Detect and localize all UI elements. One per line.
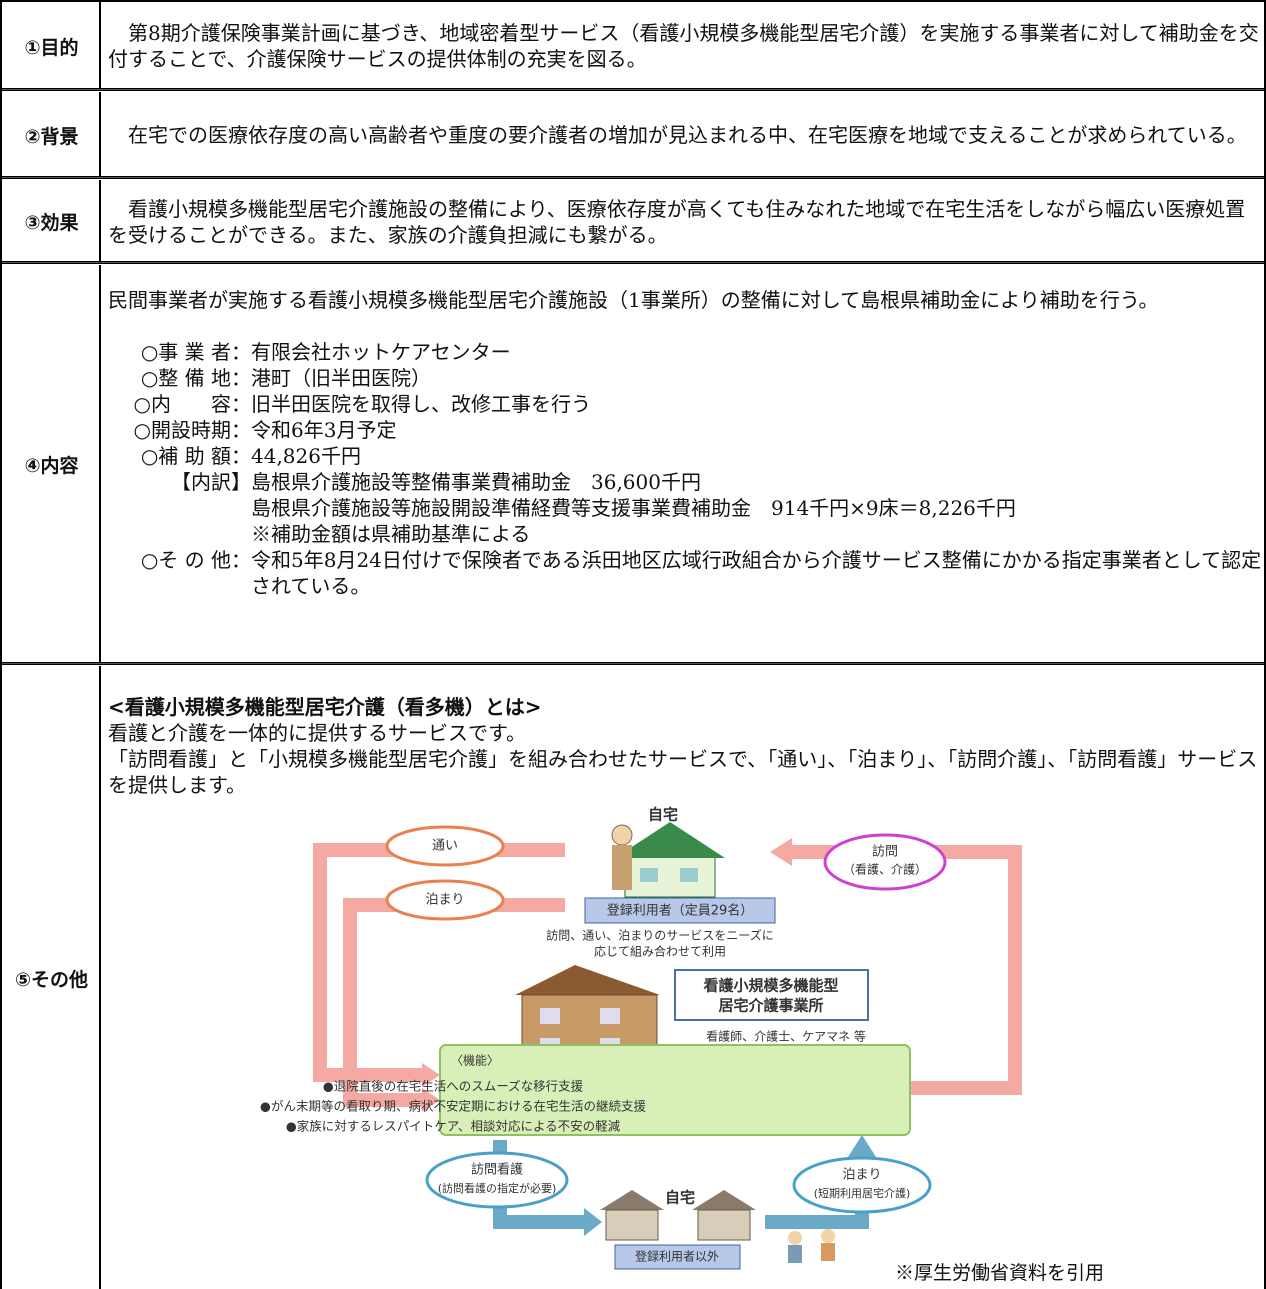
item-value: 旧半田医院を取得し、改修工事を行う <box>251 391 591 417</box>
oval <box>823 833 947 891</box>
diagram-label: 看護小規模多機能型 <box>703 977 838 995</box>
item-key: ○内 容： <box>133 392 251 416</box>
diagram-label: 訪問 <box>872 844 898 860</box>
diagram-label: 訪問看護 <box>471 1162 523 1178</box>
item: ○内 容： 旧半田医院を取得し、改修工事を行う <box>108 391 1262 417</box>
item-line: ※補助金額は県補助基準による <box>251 522 531 546</box>
diagram-label: 自宅 <box>648 806 678 824</box>
item: ○そ の 他： 令和5年8月24日付けで保険者である浜田地区広域行政組合から介護サ… <box>108 547 1262 599</box>
diagram-label: 登録利用者（定員29名） <box>607 903 754 919</box>
diagram-label: 自宅 <box>665 1189 695 1207</box>
paragraph: 在宅での医療依存度の高い高齢者や重度の要介護者の増加が見込まれる中、在宅医療を地… <box>128 123 1247 147</box>
oval <box>425 1151 569 1209</box>
item-line: 島根県介護施設等整備事業費補助金 36,600千円 <box>251 470 701 494</box>
item: 【内訳】 島根県介護施設等整備事業費補助金 36,600千円 島根県介護施設等施設開… <box>108 469 1262 547</box>
row-label: ③効果 <box>4 180 101 263</box>
diagram-label: 泊まり <box>842 1168 881 1183</box>
diagram-label: ●退院直後の在宅生活へのスムーズな移行支援 <box>323 1079 584 1094</box>
diagram-label: （看護、介護） <box>843 862 927 877</box>
item-value: 島根県介護施設等整備事業費補助金 36,600千円 島根県介護施設等施設開設準備経… <box>251 469 1016 547</box>
diagram-label: 居宅介護事業所 <box>718 997 823 1015</box>
diagram-label: 看護師、介護士、ケアマネ 等 <box>706 1029 866 1044</box>
label-box <box>674 969 869 1021</box>
diagram-label: 泊まり <box>425 893 464 908</box>
diagram-label: ●家族に対するレスパイトケア、相談対応による不安の軽減 <box>286 1119 621 1134</box>
item-line: 44,826千円 <box>251 444 361 468</box>
item-key: ○事 業 者： <box>140 340 251 364</box>
row-label: ②背景 <box>4 92 101 178</box>
row-divider <box>2 261 1264 264</box>
item-value: 令和5年8月24日付けで保険者である浜田地区広域行政組合から介護サービス整備にか… <box>251 547 1262 599</box>
item-value: 令和6年3月予定 <box>251 417 396 443</box>
item-key: 【内訳】 <box>171 470 251 494</box>
arrowheads <box>422 838 876 1236</box>
paragraph: 看護小規模多機能型居宅介護施設の整備により、医療依存度が高くても住みなれた地域で… <box>108 196 1246 247</box>
diagram-label: (訪問看護の指定が必要) <box>438 1181 557 1195</box>
diagram-label: ●がん末期等の看取り期、病状不安定期における在宅生活の継続支援 <box>260 1099 646 1114</box>
diagram-label: (短期利用居宅介護) <box>814 1186 911 1200</box>
item-value: 有限会社ホットケアセンター <box>251 339 511 365</box>
item-line: 旧半田医院を取得し、改修工事を行う <box>251 392 591 416</box>
item: ○開設時期： 令和6年3月予定 <box>108 417 1262 443</box>
function-box <box>439 1044 911 1136</box>
house-icon <box>600 1190 756 1241</box>
row-content: 看護小規模多機能型居宅介護施設の整備により、医療依存度が高くても住みなれた地域で… <box>103 180 1264 263</box>
oval <box>385 825 505 867</box>
people-icon <box>788 1229 835 1263</box>
paragraph: 民間事業者が実施する看護小規模多機能型居宅介護施設（1事業所）の整備に対して島根… <box>108 288 1159 312</box>
item-key: ○整 備 地： <box>140 366 251 390</box>
item-value: 港町（旧半田医院） <box>251 365 431 391</box>
item-line: 有限会社ホットケアセンター <box>251 340 511 364</box>
item-key: ○補 助 額： <box>140 444 251 468</box>
diagram-label: 訪問、通い、泊まりのサービスをニーズに <box>546 928 773 943</box>
label-box <box>614 1244 741 1270</box>
item-line: 令和6年3月予定 <box>251 418 397 442</box>
row-divider <box>2 662 1264 665</box>
row-content: 在宅での医療依存度の高い高齢者や重度の要介護者の増加が見込まれる中、在宅医療を地… <box>103 92 1264 178</box>
item: ○補 助 額： 44,826千円 <box>108 443 1262 469</box>
row-divider <box>2 176 1264 179</box>
source-note: ※厚生労働省資料を引用 <box>895 1262 1105 1284</box>
item: ○事 業 者： 有限会社ホットケアセンター <box>108 339 1262 365</box>
item-line: 島根県介護施設等施設開設準備経費等支援事業費補助金 914千円×9床＝8,226… <box>251 496 1016 520</box>
row-label: ⑤その他 <box>4 666 101 1289</box>
item-line: 港町（旧半田医院） <box>251 366 431 390</box>
item-key: ○そ の 他： <box>140 548 251 572</box>
oval <box>792 1156 932 1214</box>
oval <box>385 879 505 921</box>
row-divider <box>2 88 1264 91</box>
label-box <box>584 897 776 924</box>
house-icon <box>611 822 725 898</box>
paragraph: 看護と介護を一体的に提供するサービスです。 <box>108 721 526 745</box>
diagram-label: 応じて組み合わせて利用 <box>594 944 726 959</box>
diagram-label: 登録利用者以外 <box>635 1249 719 1264</box>
row-label: ①目的 <box>4 2 101 90</box>
item-value: 44,826千円 <box>251 443 361 469</box>
row-content: 第8期介護保険事業計画に基づき、地域密着型サービス（看護小規模多機能型居宅介護）… <box>103 2 1264 90</box>
item-line: 令和5年8月24日付けで保険者である浜田地区広域行政組合から介護サービス整備にか… <box>251 548 1262 598</box>
paragraph: 第8期介護保険事業計画に基づき、地域密着型サービス（看護小規模多機能型居宅介護）… <box>108 21 1259 71</box>
heading: <看護小規模多機能型居宅介護（看多機）とは> <box>108 695 542 719</box>
paragraph: 「訪問看護」と「小規模多機能型居宅介護」を組み合わせたサービスで、「通い」、「泊… <box>108 747 1258 797</box>
item-key: ○開設時期： <box>133 418 251 442</box>
item: ○整 備 地： 港町（旧半田医院） <box>108 365 1262 391</box>
diagram-label: 〈機能〉 <box>451 1053 499 1068</box>
row-label: ④内容 <box>4 265 101 664</box>
diagram-label: 通い <box>432 839 458 854</box>
row-content: 民間事業者が実施する看護小規模多機能型居宅介護施設（1事業所）の整備に対して島根… <box>103 265 1264 664</box>
row-content: <看護小規模多機能型居宅介護（看多機）とは> 看護と介護を一体的に提供するサービス… <box>103 666 1264 1289</box>
